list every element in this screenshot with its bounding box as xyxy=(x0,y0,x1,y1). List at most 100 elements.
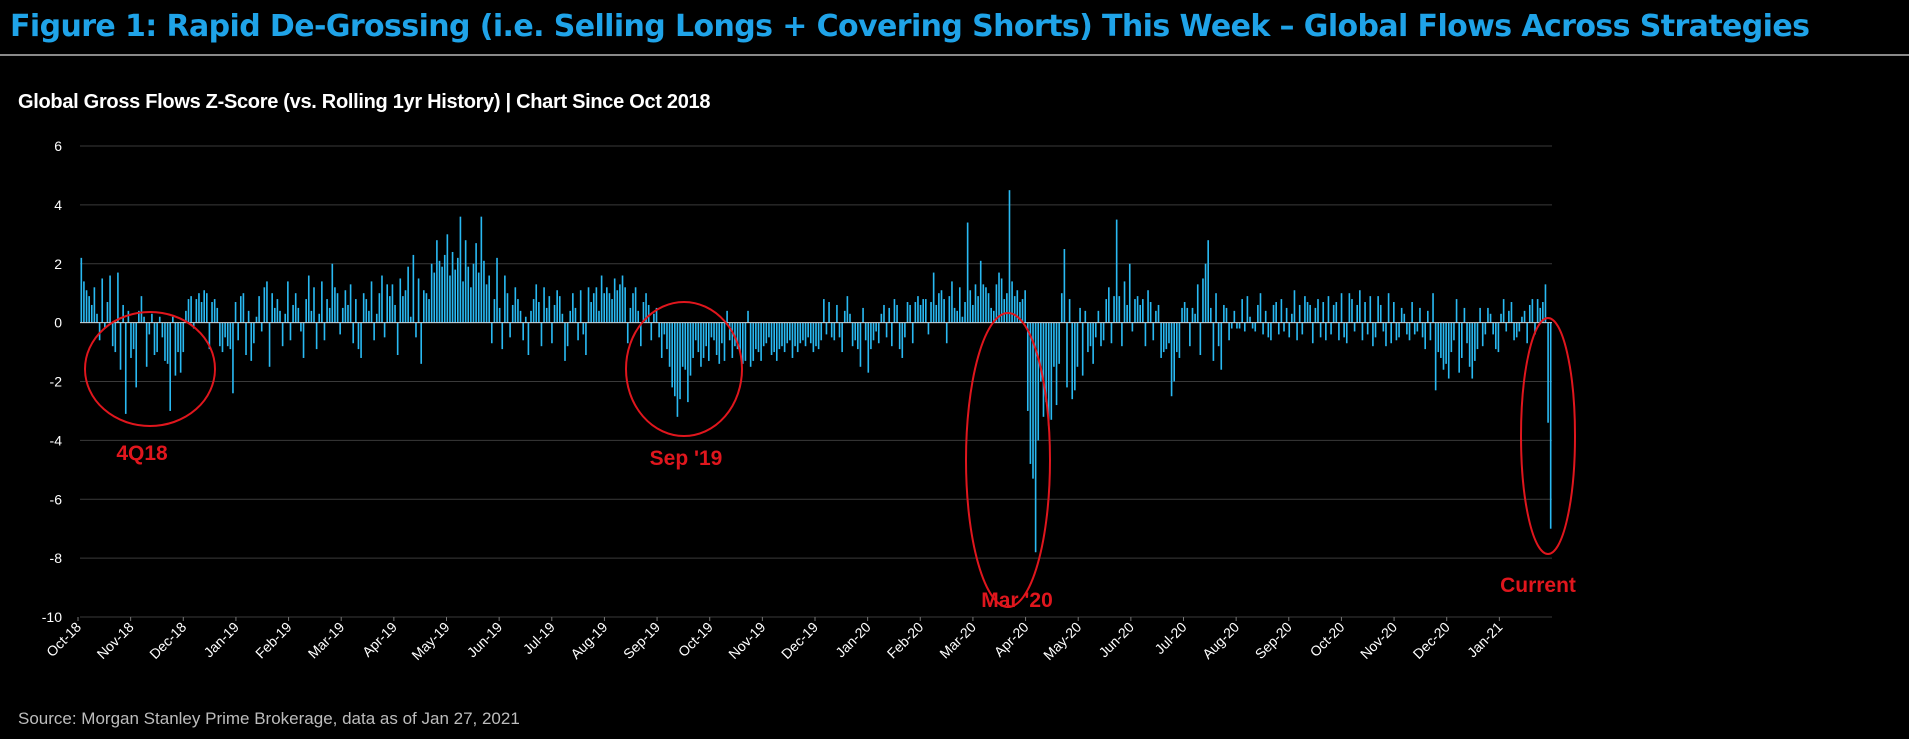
bar xyxy=(1230,322,1233,329)
bar xyxy=(1502,299,1505,323)
bar xyxy=(98,322,101,341)
bar xyxy=(292,304,294,323)
bar xyxy=(1225,307,1228,323)
bar xyxy=(687,322,689,403)
bar xyxy=(1379,304,1382,323)
bar xyxy=(739,322,741,353)
bar xyxy=(368,310,370,323)
bar xyxy=(166,322,169,364)
bar xyxy=(833,322,836,341)
bar xyxy=(532,299,535,323)
bar xyxy=(1481,322,1484,347)
bar xyxy=(935,304,938,323)
bar xyxy=(689,322,692,376)
bar xyxy=(386,284,389,323)
bar xyxy=(558,296,561,323)
bar xyxy=(854,322,857,341)
bar xyxy=(877,322,880,344)
bar xyxy=(674,322,676,397)
bar xyxy=(841,322,843,353)
bar xyxy=(786,322,789,344)
bar xyxy=(1518,322,1521,332)
bar xyxy=(1322,302,1325,323)
bar xyxy=(436,240,438,323)
bar xyxy=(224,322,226,338)
bar xyxy=(420,322,423,364)
bar xyxy=(1228,322,1230,341)
bar xyxy=(402,296,404,323)
bar xyxy=(1068,299,1071,323)
bar xyxy=(564,322,566,361)
bar xyxy=(668,322,671,367)
bar xyxy=(245,322,247,356)
bar xyxy=(404,290,407,323)
bar xyxy=(1196,284,1199,323)
bar xyxy=(1170,322,1173,397)
bar xyxy=(1121,322,1123,347)
bar xyxy=(417,278,420,323)
bar xyxy=(470,287,472,323)
bar xyxy=(1136,296,1139,323)
bar xyxy=(122,304,124,323)
bar xyxy=(399,278,402,323)
bar xyxy=(96,313,98,323)
bar xyxy=(174,322,177,376)
bar xyxy=(1359,290,1361,323)
bar xyxy=(527,322,530,356)
bar xyxy=(1262,322,1264,335)
bar xyxy=(242,293,245,323)
bar xyxy=(1434,322,1437,391)
bar xyxy=(239,296,242,323)
bar xyxy=(995,284,998,323)
bar xyxy=(1045,322,1047,403)
bar xyxy=(992,310,995,323)
bar xyxy=(1291,313,1293,323)
bar xyxy=(234,302,237,323)
bar xyxy=(362,293,365,323)
annotation-label: Sep '19 xyxy=(650,447,723,470)
bar xyxy=(423,290,425,323)
bar xyxy=(820,322,823,341)
bar xyxy=(1343,322,1345,338)
bar xyxy=(1071,322,1074,400)
bar xyxy=(498,307,501,323)
bar xyxy=(969,290,972,323)
bar xyxy=(1100,322,1102,347)
bar xyxy=(1186,307,1189,323)
bar xyxy=(1092,322,1094,364)
bar xyxy=(182,322,185,353)
y-tick-label: 4 xyxy=(54,197,62,213)
bar xyxy=(702,322,705,358)
bar xyxy=(117,272,119,323)
bar xyxy=(93,287,96,323)
bar xyxy=(391,284,394,323)
bar xyxy=(396,322,399,356)
bar xyxy=(300,322,302,332)
bar xyxy=(943,299,945,323)
bar xyxy=(1549,322,1552,529)
bar xyxy=(885,322,888,338)
y-tick-label: -10 xyxy=(42,609,62,625)
bar xyxy=(321,281,323,323)
bar xyxy=(104,322,106,329)
bar xyxy=(1110,322,1113,344)
bar xyxy=(1144,322,1147,347)
bar xyxy=(587,287,590,323)
bar xyxy=(1526,322,1528,344)
bar xyxy=(485,284,488,323)
bar xyxy=(914,302,917,323)
bar xyxy=(1411,302,1413,323)
bar xyxy=(757,322,760,353)
bar xyxy=(1492,322,1494,335)
bar xyxy=(603,293,606,323)
bar xyxy=(326,299,328,323)
bar xyxy=(1215,293,1217,323)
bar xyxy=(255,316,258,323)
bar xyxy=(585,322,587,356)
bar xyxy=(1345,322,1348,344)
bar xyxy=(438,260,441,323)
bar xyxy=(765,322,768,344)
bar xyxy=(211,302,213,323)
bar xyxy=(836,304,838,323)
x-tick-label: Dec-18 xyxy=(146,619,189,662)
